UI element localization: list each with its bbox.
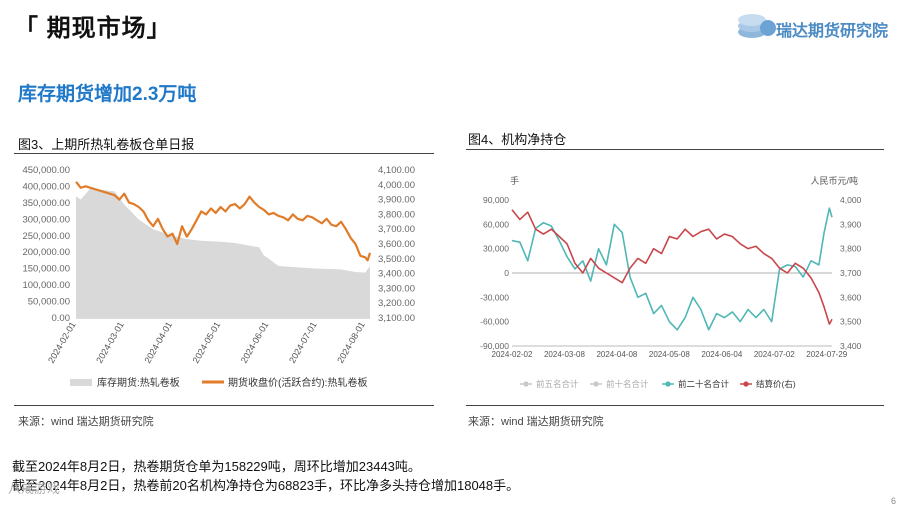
page-header-title: 「 期现市场」 xyxy=(14,15,172,42)
x-tick-label: 2024-06-04 xyxy=(701,350,742,359)
y-left-tick-label: 150,000.00 xyxy=(22,264,70,275)
warehouse-receipt-chart: 450,000.00 400,000.00 350,000.00 300,000.00… xyxy=(22,165,415,389)
legend-swatch-marker xyxy=(743,381,749,387)
y-right-unit-label: 人民币元/吨 xyxy=(810,175,858,186)
legend-label: 前十名合计 xyxy=(606,379,649,389)
right-chart-bottom-rule xyxy=(466,405,884,406)
x-tick-label: 2024-02-02 xyxy=(492,350,533,359)
x-tick-label: 2024-07-02 xyxy=(754,350,795,359)
price-line-series xyxy=(75,181,372,262)
y-left-tick-label: 30,000 xyxy=(483,244,509,254)
x-tick-label: 2024-05-08 xyxy=(649,350,690,359)
left-chart-bottom-rule xyxy=(14,405,434,406)
top20-net-position-series xyxy=(511,207,833,331)
y-right-tick-label: 3,500.00 xyxy=(378,254,415,265)
note-line-2: 截至2024年8月2日，热卷前20名机构净持仓为68823手，环比净多头持仓增加… xyxy=(12,478,520,493)
left-chart-source: 来源：wind 瑞达期货研究院 xyxy=(18,416,154,428)
y-left-tick-label: 250,000.00 xyxy=(22,231,70,242)
y-left-tick-label: 90,000 xyxy=(483,195,509,205)
y-right-tick-label: 3,800.00 xyxy=(378,209,415,220)
net-position-chart: 手 人民币元/吨 90,000 60,000 30,000 0 -30,000 -60,000… xyxy=(480,175,862,389)
y-right-tick-label: 3,800 xyxy=(840,244,862,254)
x-tick-label: 2024-06-01 xyxy=(239,320,271,365)
y-right-tick-label: 4,100.00 xyxy=(378,165,415,176)
settlement-price-series xyxy=(511,209,833,325)
x-tick-label: 2024-02-01 xyxy=(46,320,78,365)
y-left-tick-label: 450,000.00 xyxy=(22,165,70,176)
y-right-tick-label: 3,700 xyxy=(840,268,862,278)
x-tick-label: 2024-04-01 xyxy=(142,320,174,365)
y-left-tick-label: 100,000.00 xyxy=(22,280,70,291)
section-subtitle: 库存期货增加2.3万吨 xyxy=(18,84,197,105)
note-line-1: 截至2024年8月2日，热卷期货仓单为158229吨，周环比增加23443吨。 xyxy=(12,459,421,474)
y-right-tick-label: 4,000.00 xyxy=(378,180,415,191)
y-right-tick-label: 3,900.00 xyxy=(378,195,415,206)
y-left-tick-label: 0 xyxy=(504,268,509,278)
company-logo-text: 瑞达期货研究院 xyxy=(776,23,889,40)
x-tick-label: 2024-04-08 xyxy=(596,350,637,359)
y-left-tick-label: 0.00 xyxy=(52,313,71,324)
y-right-tick-label: 4,000 xyxy=(840,195,862,205)
x-tick-label: 2024-07-29 xyxy=(806,350,847,359)
page-number: 6 xyxy=(890,496,896,506)
x-tick-label: 2024-08-01 xyxy=(335,320,367,365)
y-right-tick-label: 3,300.00 xyxy=(378,283,415,294)
y-right-tick-label: 3,100.00 xyxy=(378,313,415,324)
right-chart-title: 图4、机构净持仓 xyxy=(468,132,567,147)
y-left-tick-label: 400,000.00 xyxy=(22,181,70,192)
y-left-tick-label: 60,000 xyxy=(483,219,509,229)
left-chart-title: 图3、上期所热轧卷板仓单日报 xyxy=(18,137,195,152)
y-right-tick-label: 3,500 xyxy=(840,317,862,327)
inventory-area-series xyxy=(76,188,370,318)
y-left-tick-label: 200,000.00 xyxy=(22,247,70,258)
legend-swatch-marker xyxy=(665,381,671,387)
y-left-tick-label: 350,000.00 xyxy=(22,198,70,209)
y-right-tick-label: 3,200.00 xyxy=(378,298,415,309)
legend-swatch-marker xyxy=(523,381,529,387)
y-left-tick-label: -90,000 xyxy=(480,341,509,351)
y-right-tick-label: 3,700.00 xyxy=(378,224,415,235)
y-left-unit-label: 手 xyxy=(510,175,519,186)
y-left-tick-label: -60,000 xyxy=(480,317,509,327)
legend-label: 结算价(右) xyxy=(756,379,796,389)
y-left-tick-label: -30,000 xyxy=(480,292,509,302)
legend-swatch-marker xyxy=(593,381,599,387)
x-tick-label: 2024-03-01 xyxy=(94,320,126,365)
y-right-tick-label: 3,600.00 xyxy=(378,239,415,250)
legend-label: 前五名合计 xyxy=(536,379,579,389)
y-right-tick-label: 3,400.00 xyxy=(378,269,415,280)
right-chart-title-rule xyxy=(466,149,884,150)
legend-inventory-swatch xyxy=(70,379,92,386)
right-chart-source: 来源：wind 瑞达期货研究院 xyxy=(468,416,604,428)
x-tick-label: 2024-03-08 xyxy=(544,350,585,359)
y-right-tick-label: 3,900 xyxy=(840,219,862,229)
x-tick-label: 2024-05-01 xyxy=(191,320,223,365)
x-tick-label: 2024-07-01 xyxy=(287,320,319,365)
legend-price-label: 期货收盘价(活跃合约):热轧卷板 xyxy=(228,376,367,389)
y-right-tick-label: 3,400 xyxy=(840,341,862,351)
legend-label: 前二十名合计 xyxy=(678,379,730,389)
legend-inventory-label: 库存期货:热轧卷板 xyxy=(97,376,180,389)
y-left-tick-label: 50,000.00 xyxy=(28,297,70,308)
y-left-tick-label: 300,000.00 xyxy=(22,214,70,225)
company-logo xyxy=(738,14,776,38)
watermark-text: 八戒游戏 xyxy=(8,481,61,496)
y-right-tick-label: 3,600 xyxy=(840,292,862,302)
left-chart-title-rule xyxy=(14,153,434,154)
